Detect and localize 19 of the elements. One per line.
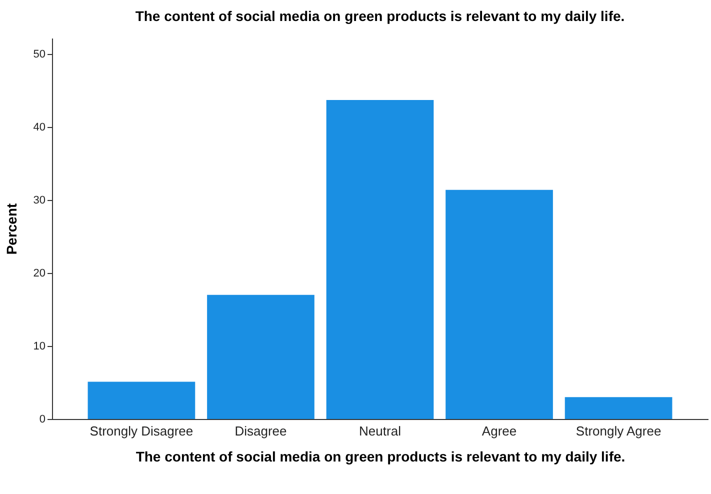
y-tick-label: 50 <box>33 48 46 61</box>
bar <box>326 100 434 419</box>
y-tick-label: 30 <box>33 194 46 207</box>
x-tick-label: Disagree <box>234 424 287 438</box>
bar <box>564 397 672 419</box>
chart-title: The content of social media on green products is relevant to my daily life. <box>135 8 625 24</box>
y-tick-label: 10 <box>33 340 46 353</box>
bar <box>446 190 553 419</box>
x-tick-label: Agree <box>482 424 517 438</box>
y-tick-label: 0 <box>39 414 46 426</box>
y-tick-label: 20 <box>33 268 46 280</box>
y-tick-label: 40 <box>33 122 46 134</box>
bar <box>88 382 196 419</box>
y-axis-title: Percent <box>3 202 20 255</box>
x-tick-label: Neutral <box>359 424 402 438</box>
x-tick-label: Strongly Disagree <box>90 424 194 438</box>
x-axis-title: The content of social media on green products is relevant to my daily life. <box>136 448 626 464</box>
bar <box>207 294 314 419</box>
x-tick-label: Strongly Agree <box>576 424 662 438</box>
